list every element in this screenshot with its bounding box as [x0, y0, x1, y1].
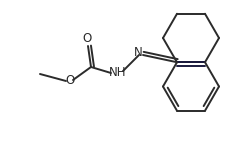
Text: NH: NH — [109, 66, 127, 80]
Text: N: N — [134, 46, 142, 59]
Text: O: O — [82, 33, 92, 46]
Text: O: O — [65, 74, 75, 87]
